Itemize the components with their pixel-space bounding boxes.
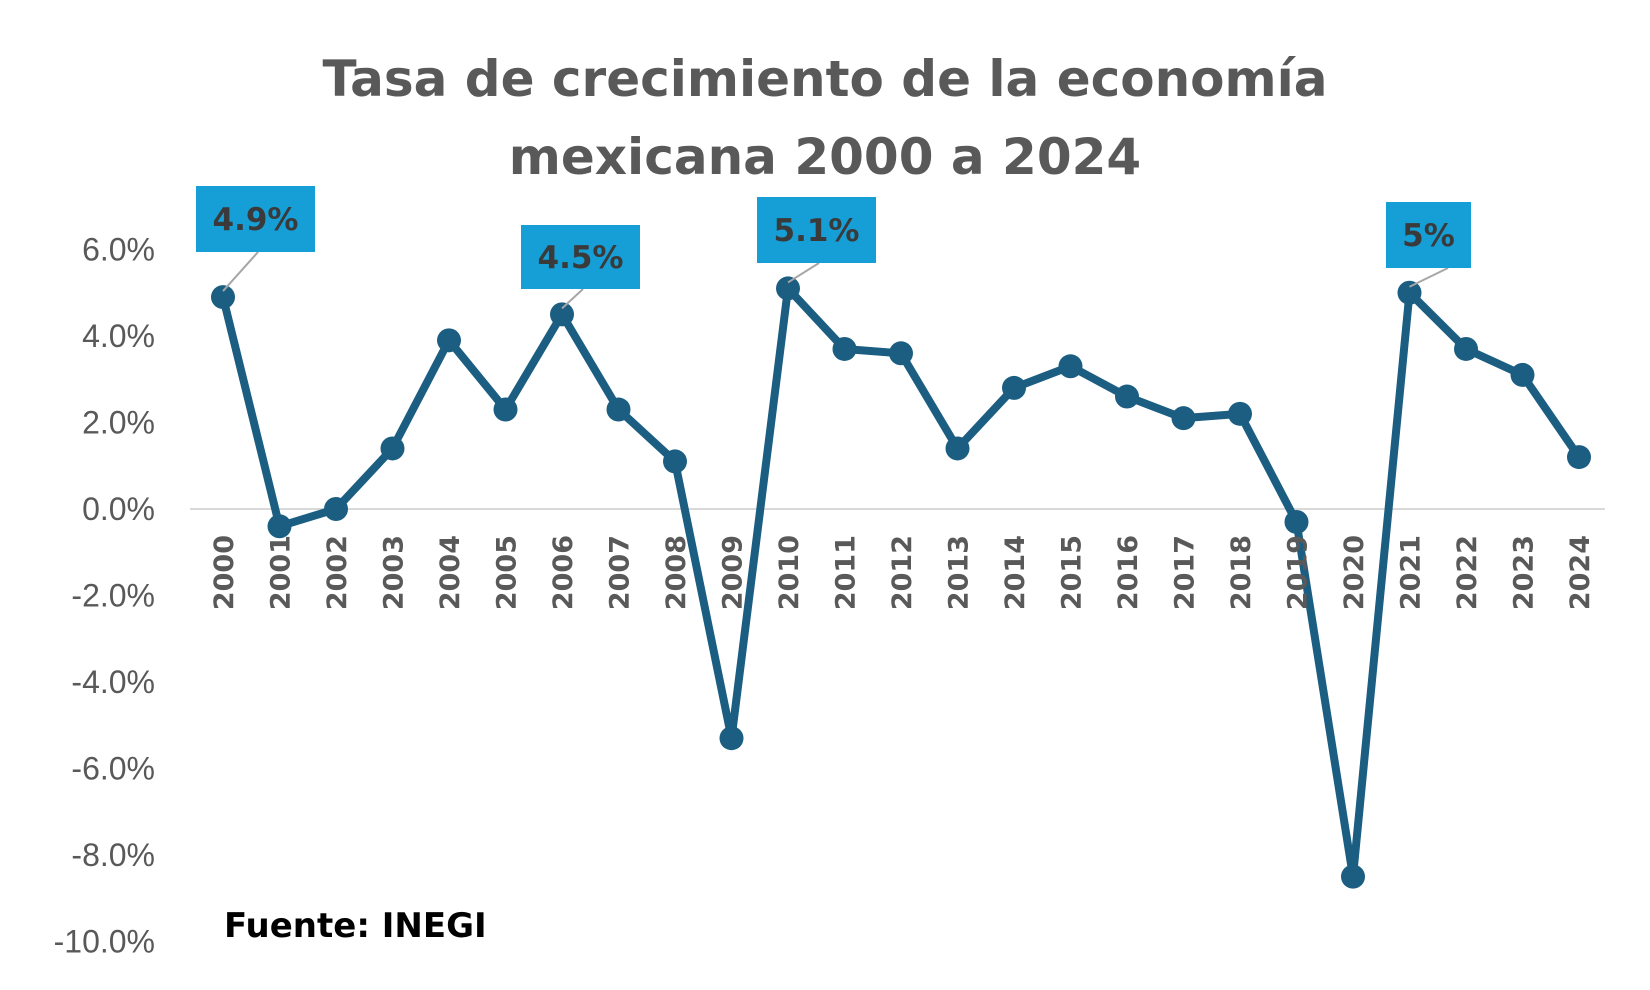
data-points: [211, 276, 1591, 889]
data-point-2012: [889, 341, 913, 366]
chart-title-line: mexicana 2000 a 2024: [509, 128, 1141, 186]
callout-label: 4.5%: [538, 240, 624, 276]
data-point-2007: [606, 397, 631, 422]
data-point-2022: [1454, 336, 1478, 361]
x-tick-label: 2013: [944, 535, 975, 610]
y-tick-label: -10.0%: [54, 924, 155, 960]
y-axis: 6.0% 4.0% 2.0% 0.0% -2.0% -4.0% -6.0% -8.0% -10.…: [54, 232, 155, 960]
callout-2021: 5%: [1386, 202, 1471, 288]
x-tick-label: 2006: [548, 535, 579, 610]
x-tick-label: 2018: [1226, 535, 1257, 610]
callout-box: [1386, 202, 1471, 268]
data-point-2018: [1228, 401, 1252, 426]
data-point-2010: [776, 276, 800, 301]
data-point-2016: [1115, 384, 1139, 409]
x-axis: 2000 2001 2002 2003 2004 2005 2006 2007 2008 2009…: [209, 535, 1596, 610]
callout-leader: [1409, 267, 1449, 288]
data-point-2006: [550, 302, 574, 327]
x-tick-label: 2015: [1057, 535, 1088, 610]
x-tick-label: 2003: [379, 535, 410, 610]
data-point-2020: [1341, 864, 1365, 889]
x-tick-label: 2009: [718, 535, 749, 610]
callout-box: [757, 197, 876, 263]
x-tick-label: 2011: [831, 535, 862, 610]
y-tick-label: 6.0%: [82, 232, 155, 268]
y-tick-label: 4.0%: [82, 318, 155, 354]
data-point-2013: [945, 436, 970, 461]
data-point-2000: [211, 285, 235, 310]
callout-leader: [787, 262, 820, 284]
source-note: Fuente: INEGI: [224, 906, 487, 946]
callout-box: [196, 186, 315, 252]
data-point-2001: [267, 514, 292, 539]
data-point-2004: [437, 328, 461, 353]
x-tick-label: 2012: [887, 535, 918, 610]
data-point-2003: [380, 436, 405, 461]
x-tick-label: 2002: [322, 535, 353, 610]
x-tick-label: 2005: [492, 535, 523, 610]
x-tick-label: 2001: [266, 535, 297, 610]
data-point-2021: [1397, 280, 1422, 305]
x-tick-label: 2007: [605, 535, 636, 610]
x-tick-label: 2024: [1565, 535, 1596, 610]
x-tick-label: 2017: [1170, 535, 1201, 610]
callout-leader: [222, 251, 259, 292]
data-point-2024: [1567, 445, 1591, 470]
chart-title: Tasa de crecimiento de la economía mexica…: [322, 50, 1327, 186]
y-tick-label: -8.0%: [71, 837, 155, 873]
callout-label: 4.9%: [213, 202, 299, 238]
data-point-2015: [1058, 354, 1083, 379]
y-tick-label: -4.0%: [71, 664, 155, 700]
y-tick-label: -6.0%: [71, 751, 155, 787]
callout-label: 5.1%: [774, 213, 860, 249]
callout-2000: 4.9%: [196, 186, 315, 292]
data-point-2019: [1284, 509, 1309, 534]
data-point-2011: [832, 336, 857, 361]
x-tick-label: 2008: [661, 535, 692, 610]
data-point-2014: [1002, 375, 1026, 400]
data-point-2008: [663, 449, 687, 474]
callout-label: 5%: [1402, 218, 1455, 254]
data-point-2002: [324, 497, 348, 521]
x-tick-label: 2014: [1000, 535, 1031, 610]
callout-labels: 4.9% 4.5% 5.1% 5%: [196, 186, 1471, 310]
callout-2010: 5.1%: [757, 197, 876, 284]
x-tick-label: 2023: [1509, 535, 1540, 610]
data-point-2023: [1510, 362, 1535, 387]
callout-box: [521, 225, 640, 289]
x-tick-label: 2010: [774, 535, 805, 610]
callout-2006: 4.5%: [521, 225, 640, 310]
callout-leader: [561, 288, 584, 310]
data-point-2017: [1171, 406, 1196, 431]
x-tick-label: 2016: [1113, 535, 1144, 610]
x-tick-label: 2020: [1339, 535, 1370, 610]
x-tick-label: 2022: [1452, 535, 1483, 610]
x-tick-label: 2000: [209, 535, 240, 610]
data-point-2005: [493, 397, 518, 422]
y-tick-label: 2.0%: [82, 405, 155, 441]
chart-title-line: Tasa de crecimiento de la economía: [322, 50, 1327, 108]
data-point-2009: [719, 726, 744, 751]
x-tick-label: 2019: [1283, 535, 1314, 610]
y-tick-label: 0.0%: [82, 491, 155, 527]
x-tick-label: 2004: [435, 535, 466, 610]
x-tick-label: 2021: [1396, 535, 1427, 610]
y-tick-label: -2.0%: [71, 578, 155, 614]
